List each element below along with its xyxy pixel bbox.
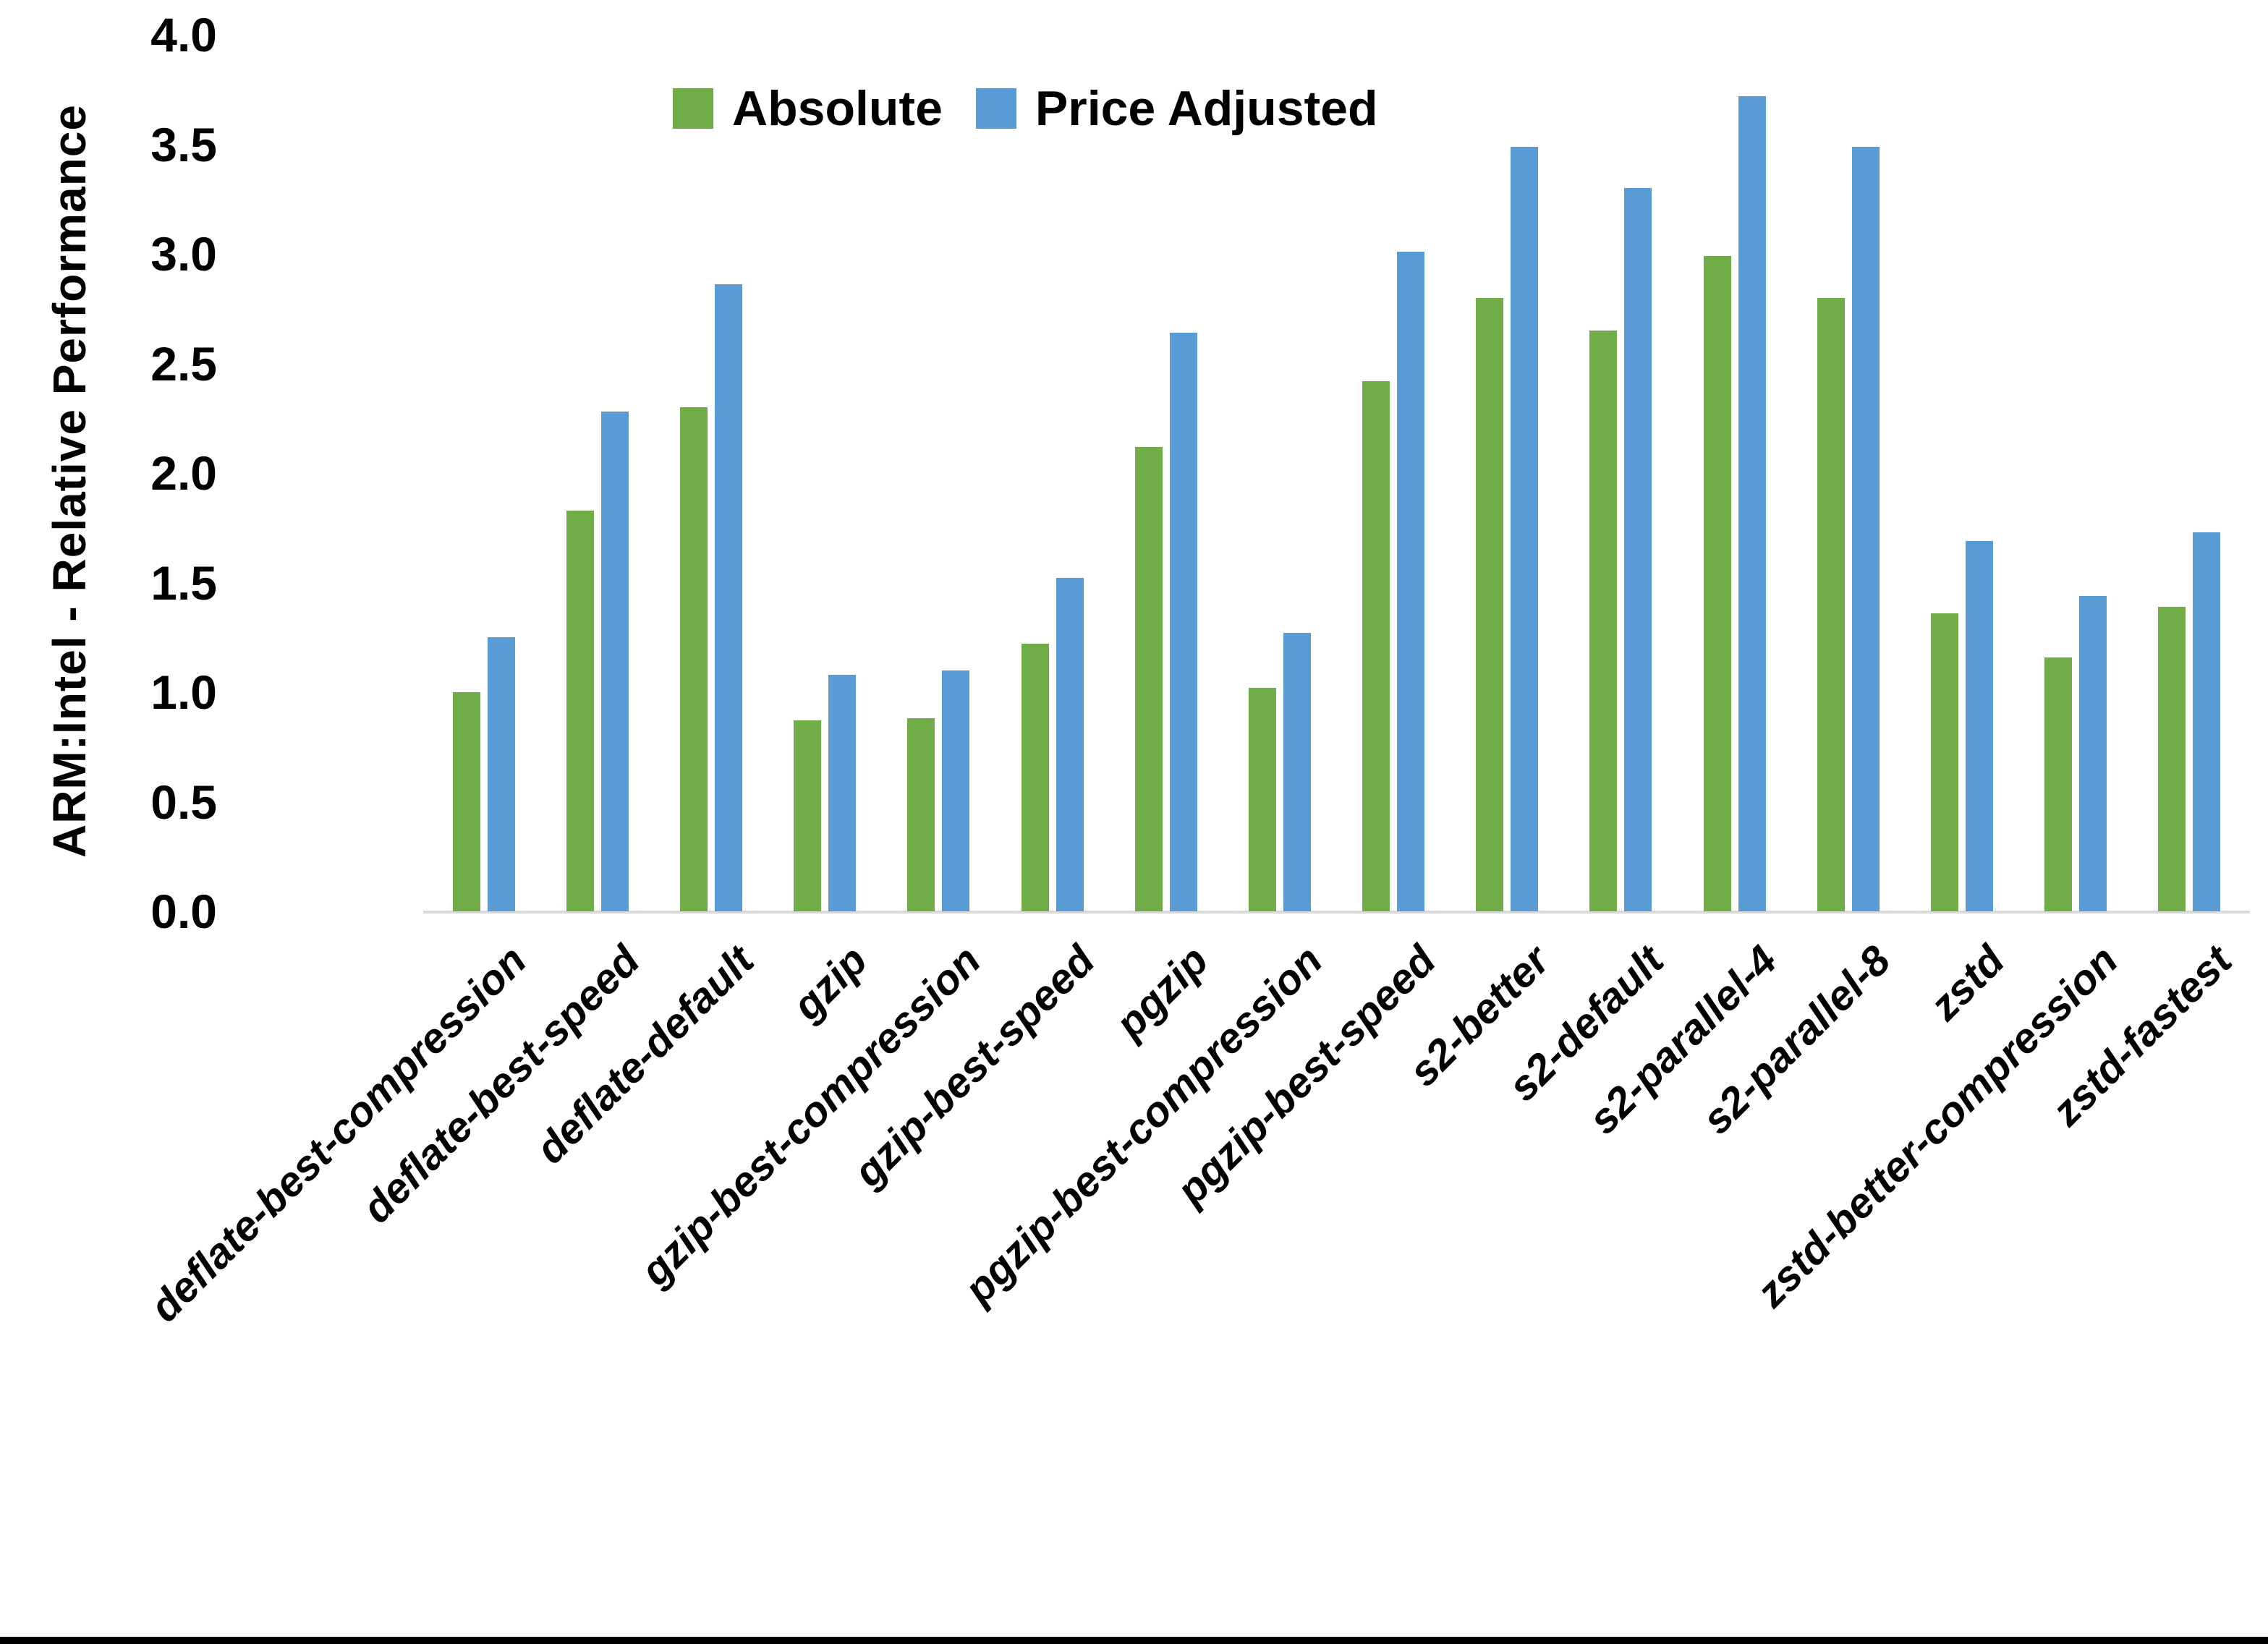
legend-item-absolute: Absolute <box>673 84 943 133</box>
legend-swatch-absolute <box>673 88 713 129</box>
bottom-border <box>0 1637 2268 1644</box>
y-tick-label: 2.0 <box>150 446 217 500</box>
x-axis-label: zstd <box>1921 937 2014 1030</box>
x-axis-label: gzip <box>783 937 877 1030</box>
bar-price-adjusted-s2-default <box>1624 188 1652 911</box>
bar-price-adjusted-pgzip-best-compression <box>1283 633 1311 911</box>
y-tick-label: 2.5 <box>150 336 217 391</box>
bar-absolute-gzip <box>794 720 821 911</box>
bar-absolute-s2-parallel-4 <box>1704 256 1731 911</box>
bar-absolute-zstd-better-compression <box>2044 657 2072 911</box>
bar-price-adjusted-zstd <box>1966 541 1993 911</box>
bar-price-adjusted-gzip-best-compression <box>942 670 969 911</box>
bar-price-adjusted-zstd-better-compression <box>2079 596 2107 911</box>
x-axis-line <box>423 911 2250 913</box>
bar-price-adjusted-deflate-best-speed <box>601 412 629 911</box>
bar-absolute-deflate-default <box>680 407 708 911</box>
bar-absolute-zstd <box>1931 613 1958 911</box>
bar-absolute-gzip-best-speed <box>1022 644 1049 911</box>
y-tick-label: 4.0 <box>150 8 217 61</box>
bar-price-adjusted-zstd-fastest <box>2193 532 2220 911</box>
bar-absolute-deflate-best-speed <box>566 511 594 911</box>
bar-price-adjusted-gzip <box>828 675 856 911</box>
bar-absolute-s2-parallel-8 <box>1817 298 1845 911</box>
y-tick-label: 0.0 <box>150 885 217 938</box>
bar-absolute-zstd-fastest <box>2158 607 2186 911</box>
legend-item-price-adjusted: Price Adjusted <box>975 81 1378 136</box>
y-tick-label: 3.0 <box>150 227 217 281</box>
x-axis-label: pgzip <box>1106 937 1218 1048</box>
bar-price-adjusted-deflate-best-compression <box>488 637 515 911</box>
legend-label-absolute: Absolute <box>732 81 943 136</box>
bar-absolute-pgzip <box>1135 447 1163 911</box>
legend: Absolute Price Adjusted <box>673 84 1378 133</box>
bar-price-adjusted-pgzip <box>1170 333 1197 911</box>
y-tick-label: 0.5 <box>150 775 217 829</box>
bar-price-adjusted-gzip-best-speed <box>1056 578 1084 911</box>
bar-price-adjusted-deflate-default <box>715 284 742 911</box>
bar-price-adjusted-s2-parallel-8 <box>1852 147 1880 911</box>
y-tick-label: 3.5 <box>150 117 217 171</box>
legend-swatch-price-adjusted <box>975 88 1016 129</box>
bar-absolute-pgzip-best-compression <box>1249 688 1276 911</box>
y-tick-label: 1.5 <box>150 555 217 610</box>
bar-absolute-s2-better <box>1476 298 1503 911</box>
bar-absolute-deflate-best-compression <box>453 692 480 911</box>
bar-price-adjusted-pgzip-best-speed <box>1397 252 1424 911</box>
bar-absolute-s2-default <box>1589 331 1617 911</box>
bar-price-adjusted-s2-parallel-4 <box>1738 96 1766 911</box>
bar-absolute-pgzip-best-speed <box>1362 381 1390 911</box>
legend-label-price-adjusted: Price Adjusted <box>1035 81 1378 136</box>
bar-price-adjusted-s2-better <box>1511 147 1538 911</box>
bar-absolute-gzip-best-compression <box>907 718 935 911</box>
y-tick-label: 1.0 <box>150 665 217 719</box>
